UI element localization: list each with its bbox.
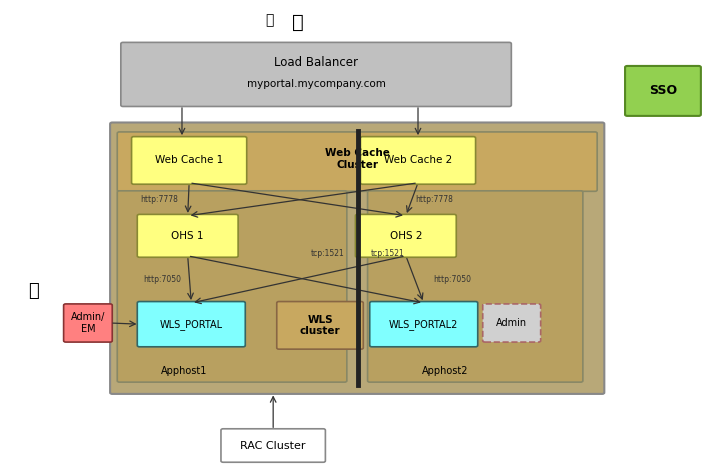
Text: 🖥: 🖥 (28, 282, 39, 300)
Text: http:7778: http:7778 (140, 195, 178, 204)
Text: Admin: Admin (496, 318, 527, 328)
FancyBboxPatch shape (131, 137, 247, 184)
FancyBboxPatch shape (121, 42, 511, 107)
FancyBboxPatch shape (117, 191, 347, 382)
FancyBboxPatch shape (370, 301, 477, 347)
FancyBboxPatch shape (625, 66, 701, 116)
FancyBboxPatch shape (110, 122, 605, 394)
Text: Apphost1: Apphost1 (161, 366, 207, 376)
Text: tcp:1521: tcp:1521 (311, 249, 345, 258)
FancyBboxPatch shape (276, 301, 363, 349)
FancyBboxPatch shape (137, 214, 238, 257)
Text: WLS_PORTAL2: WLS_PORTAL2 (389, 319, 458, 329)
Text: Web Cache 1: Web Cache 1 (155, 155, 223, 165)
Text: myportal.mycompany.com: myportal.mycompany.com (247, 79, 386, 89)
FancyBboxPatch shape (221, 429, 325, 462)
Text: http:7778: http:7778 (416, 195, 453, 204)
Text: SSO: SSO (649, 84, 677, 98)
Text: Load Balancer: Load Balancer (274, 56, 358, 69)
FancyBboxPatch shape (360, 137, 475, 184)
Text: Apphost2: Apphost2 (421, 366, 468, 376)
FancyBboxPatch shape (368, 191, 583, 382)
Text: Web Cache 2: Web Cache 2 (384, 155, 452, 165)
FancyBboxPatch shape (64, 304, 112, 342)
FancyBboxPatch shape (482, 304, 541, 342)
Text: WLS_PORTAL: WLS_PORTAL (159, 319, 223, 329)
Text: http:7050: http:7050 (434, 275, 471, 284)
FancyBboxPatch shape (137, 301, 246, 347)
FancyBboxPatch shape (355, 214, 456, 257)
Text: WLS
cluster: WLS cluster (299, 315, 340, 336)
Text: 📡: 📡 (266, 13, 274, 27)
FancyBboxPatch shape (117, 132, 597, 191)
Text: RAC Cluster: RAC Cluster (241, 440, 306, 450)
Text: Admin/
EM: Admin/ EM (71, 312, 105, 334)
Text: tcp:1521: tcp:1521 (370, 249, 404, 258)
Text: OHS 2: OHS 2 (390, 231, 422, 241)
Text: 🖥: 🖥 (292, 13, 304, 32)
Text: OHS 1: OHS 1 (172, 231, 204, 241)
Text: Web Cache
Cluster: Web Cache Cluster (325, 148, 390, 170)
Text: http:7050: http:7050 (144, 275, 182, 284)
